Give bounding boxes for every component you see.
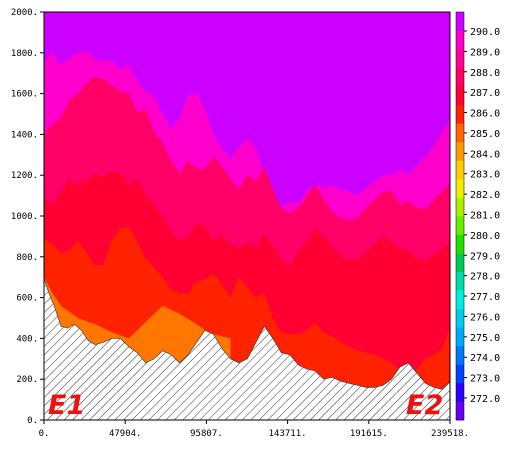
- colorbar-swatch: [456, 271, 464, 291]
- colorbar-swatch: [456, 104, 464, 124]
- x-axis: 0. 47904. 95807. 143711. 191615. 239518.: [39, 420, 469, 439]
- colorbar-label: 287.0: [470, 88, 500, 99]
- end-label-e2: E2: [406, 390, 443, 421]
- x-tick-label: 191615.: [350, 429, 388, 439]
- colorbar-label: 272.0: [470, 394, 500, 405]
- colorbar-frame: [455, 11, 465, 421]
- y-tick-label: 400.: [16, 334, 38, 344]
- y-axis: 0. 200. 400. 600. 800. 1000. 1200. 1400. 1600. 18…: [11, 8, 44, 426]
- colorbar-swatch: [456, 382, 464, 402]
- colorbar-label: 274.0: [470, 353, 500, 364]
- x-tick-label: 47904.: [109, 429, 142, 439]
- colorbar-swatch: [456, 123, 464, 143]
- y-tick-label: 1200.: [11, 171, 38, 181]
- colorbar-swatch: [456, 12, 464, 31]
- x-tick-label: 239518.: [431, 429, 469, 439]
- colorbar-label: 282.0: [470, 190, 500, 201]
- colorbar-swatch: [456, 364, 464, 384]
- colorbar-swatch: [456, 49, 464, 68]
- colorbar-swatch: [456, 67, 464, 87]
- terrain: [44, 279, 450, 420]
- y-tick-label: 2000.: [11, 8, 38, 18]
- x-tick-label: 95807.: [190, 429, 223, 439]
- y-tick-label: 600.: [16, 294, 38, 304]
- colorbar-label: 284.0: [470, 149, 500, 160]
- colorbar-label: 289.0: [470, 47, 500, 58]
- colorbar-swatch: [456, 253, 464, 272]
- colorbar-label: 280.0: [470, 231, 500, 242]
- y-tick-label: 1400.: [11, 130, 38, 140]
- colorbar-swatch: [456, 345, 464, 365]
- plot-area: [44, 12, 450, 420]
- colorbar: 272.0 273.0 274.0 275.0 276.0 277.0 278.0 279.0…: [455, 11, 500, 421]
- colorbar-label: 285.0: [470, 129, 500, 140]
- colorbar-label: 283.0: [470, 170, 500, 181]
- y-tick-label: 1800.: [11, 49, 38, 59]
- colorbar-label: 273.0: [470, 374, 500, 385]
- x-tick-label: 0.: [39, 429, 50, 439]
- colorbar-label: 286.0: [470, 109, 500, 120]
- colorbar-label: 290.0: [470, 27, 500, 38]
- colorbar-swatch: [456, 216, 464, 235]
- colorbar-label: 277.0: [470, 292, 500, 303]
- colorbar-label: 276.0: [470, 312, 500, 323]
- y-tick-label: 0.: [27, 416, 38, 426]
- y-tick-label: 1000.: [11, 212, 38, 222]
- colorbar-swatch: [456, 197, 464, 217]
- x-tick-label: 143711.: [269, 429, 307, 439]
- colorbar-swatch: [456, 234, 464, 254]
- colorbar-label: 275.0: [470, 333, 500, 344]
- end-label-e1: E1: [48, 390, 85, 421]
- colorbar-label: 279.0: [470, 251, 500, 262]
- y-tick-label: 800.: [16, 253, 38, 263]
- colorbar-swatch: [456, 308, 464, 328]
- colorbar-swatch: [456, 401, 464, 421]
- colorbar-label: 281.0: [470, 211, 500, 222]
- colorbar-swatch: [456, 290, 464, 310]
- colorbar-swatch: [456, 160, 464, 180]
- colorbar-swatch: [456, 327, 464, 347]
- colorbar-swatch: [456, 178, 464, 198]
- y-tick-label: 200.: [16, 375, 38, 385]
- colorbar-label: 288.0: [470, 68, 500, 79]
- colorbar-label: 278.0: [470, 272, 500, 283]
- colorbar-swatch: [456, 86, 464, 106]
- colorbar-swatch: [456, 30, 464, 50]
- colorbar-swatch: [456, 141, 464, 161]
- y-tick-label: 1600.: [11, 90, 38, 100]
